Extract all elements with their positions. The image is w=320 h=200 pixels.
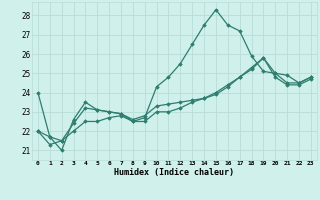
X-axis label: Humidex (Indice chaleur): Humidex (Indice chaleur) [115, 168, 234, 177]
